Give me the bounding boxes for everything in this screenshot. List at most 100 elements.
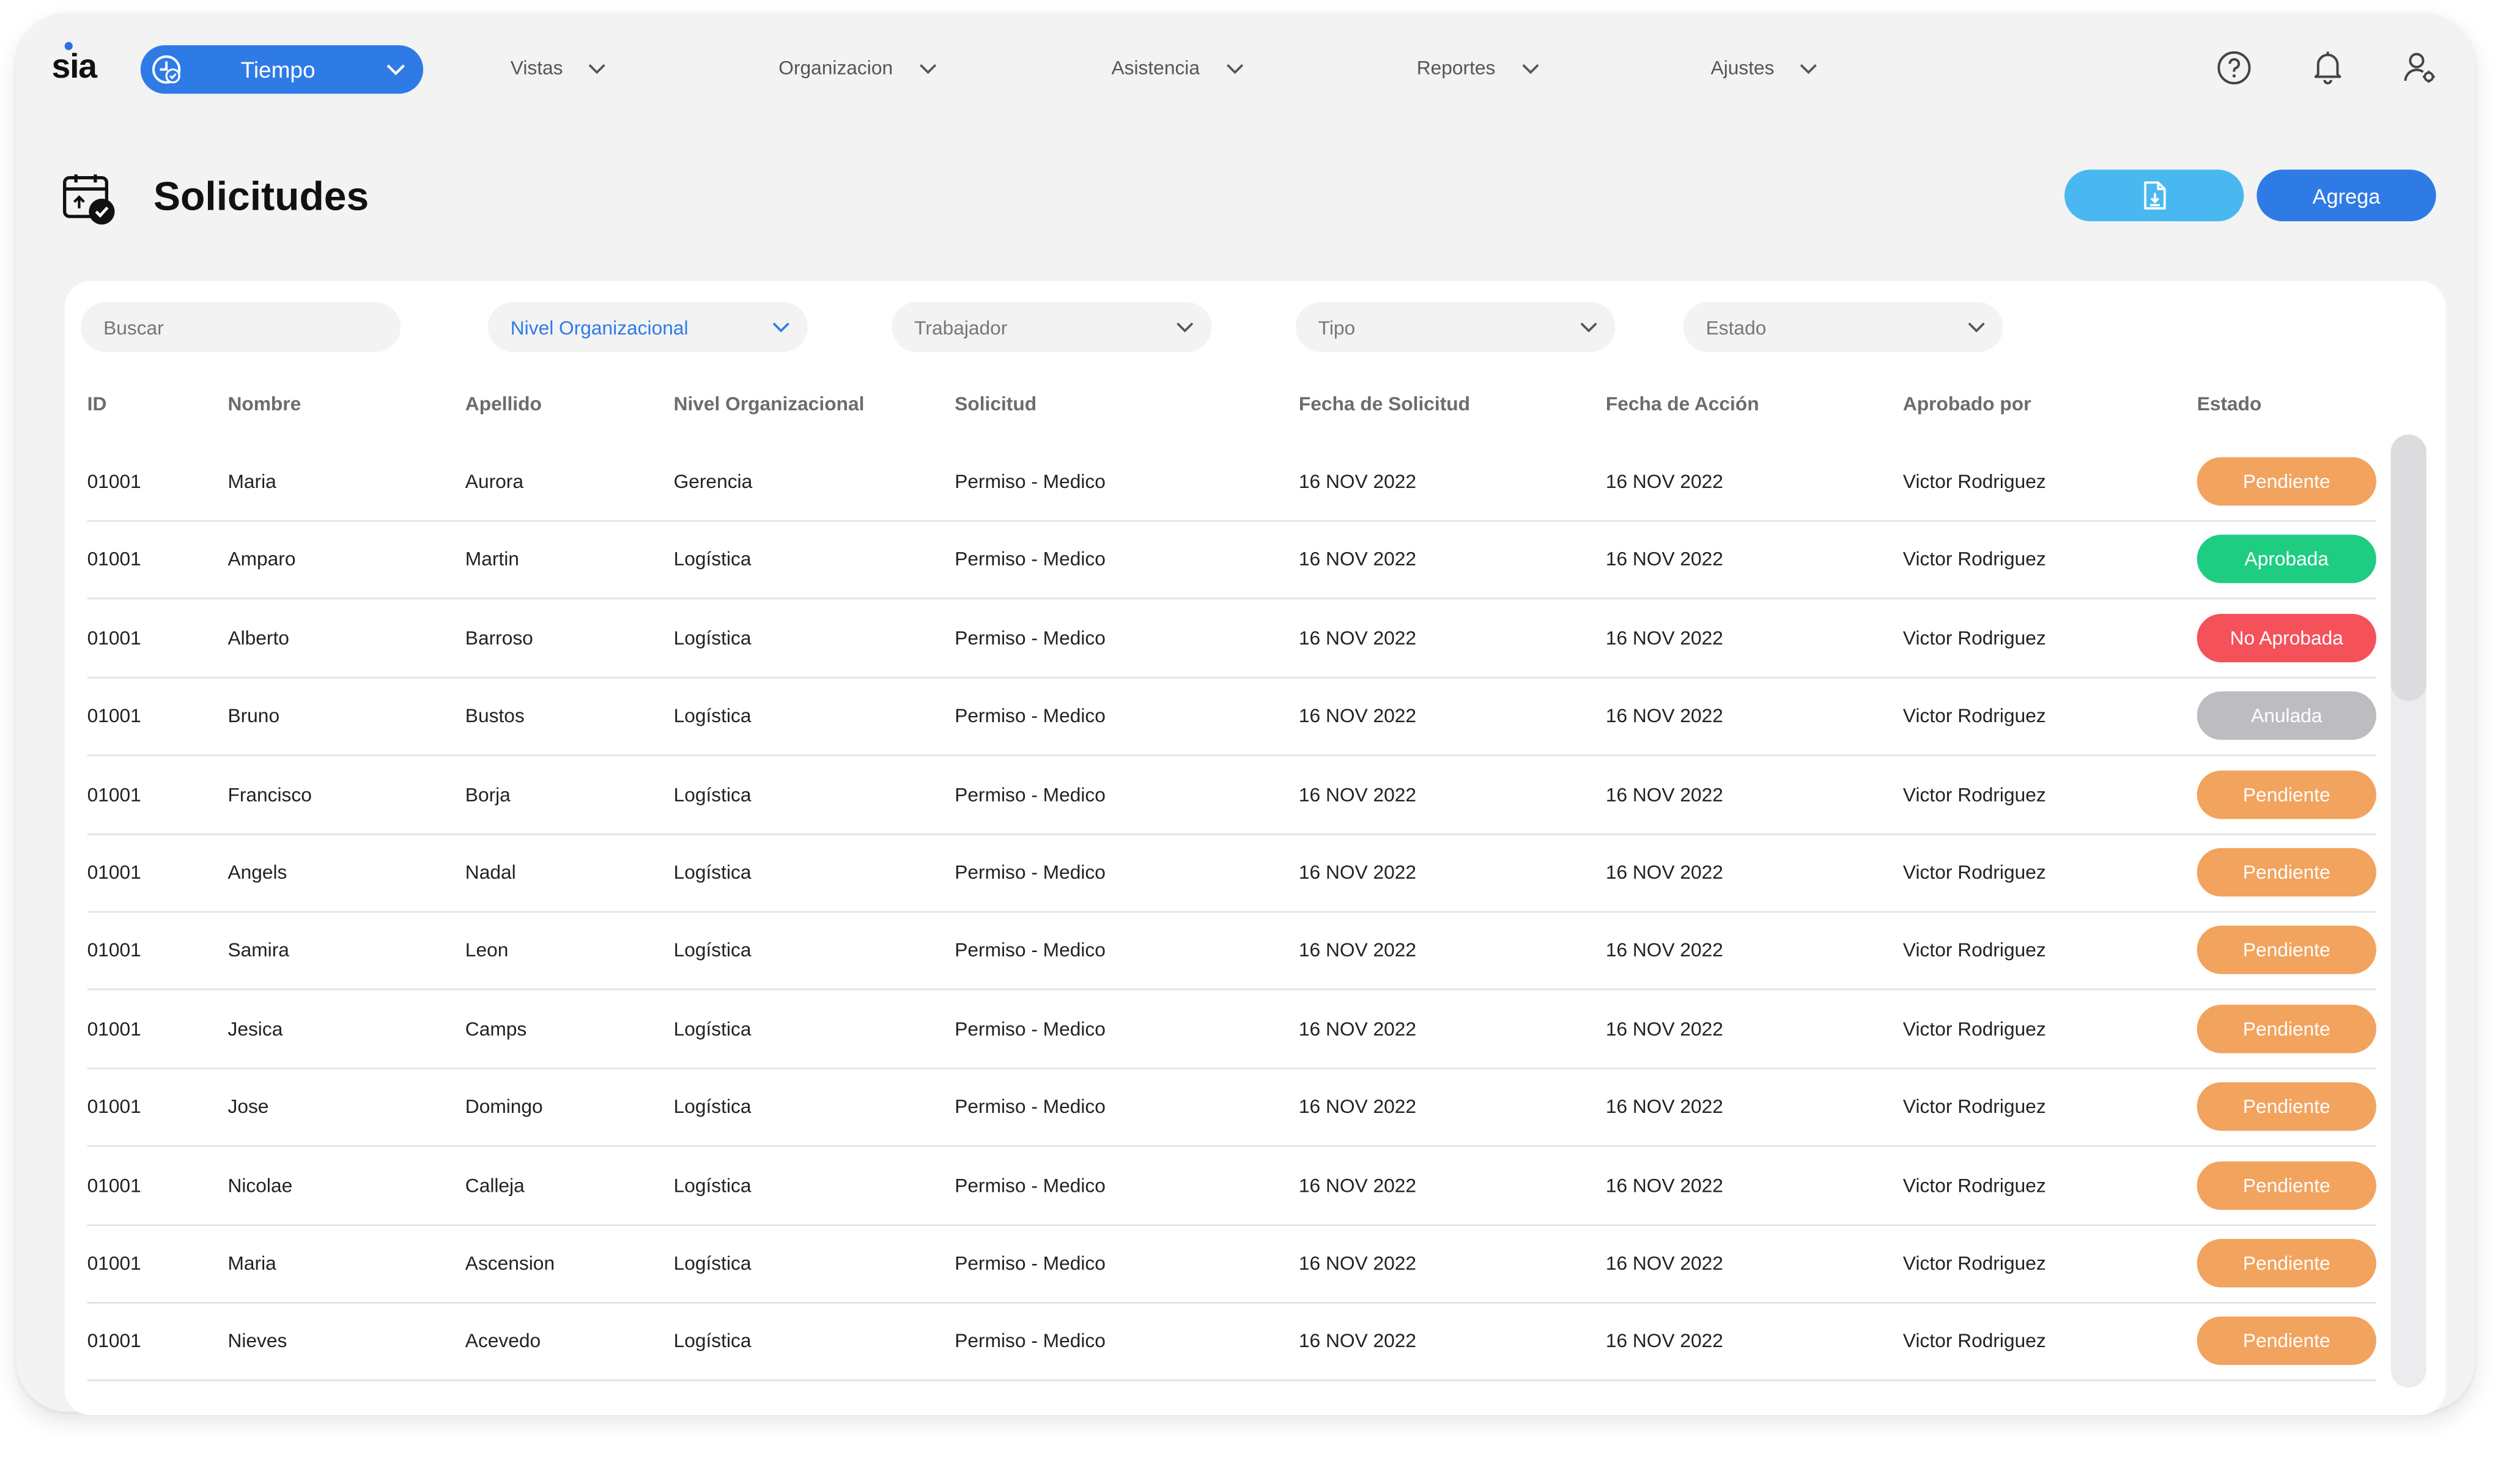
- chevron-down-icon: [386, 64, 405, 76]
- cell-solicitud: Permiso - Medico: [955, 626, 1106, 649]
- cell-nivel: Logística: [673, 1017, 752, 1040]
- filter-estado[interactable]: Estado: [1683, 301, 2003, 352]
- status-badge[interactable]: Anulada: [2197, 692, 2376, 741]
- cell-solicitud: Permiso - Medico: [955, 1330, 1106, 1353]
- cell-apellido: Bustos: [465, 704, 525, 728]
- cell-fecha-accion: 16 NOV 2022: [1605, 470, 1723, 493]
- nav-reportes-label: Reportes: [1416, 56, 1496, 79]
- column-header-nombre[interactable]: Nombre: [227, 392, 301, 415]
- cell-aprobado-por: Victor Rodriguez: [1902, 470, 2046, 493]
- status-badge[interactable]: Pendiente: [2197, 1004, 2376, 1053]
- cell-aprobado-por: Victor Rodriguez: [1902, 1252, 2046, 1275]
- cell-id: 01001: [87, 1173, 141, 1197]
- cell-solicitud: Permiso - Medico: [955, 548, 1106, 571]
- table-row[interactable]: 01001 Maria Aurora Gerencia Permiso - Medico…: [87, 443, 2376, 522]
- cell-fecha-solicitud: 16 NOV 2022: [1298, 1330, 1417, 1353]
- table-row[interactable]: 01001 Jesica Camps Logística Permiso - Medic…: [87, 990, 2376, 1069]
- status-badge[interactable]: No Aprobada: [2197, 613, 2376, 662]
- cell-solicitud: Permiso - Medico: [955, 704, 1106, 728]
- cell-apellido: Domingo: [465, 1095, 543, 1118]
- cell-nombre: Alberto: [227, 626, 289, 649]
- cell-fecha-accion: 16 NOV 2022: [1605, 626, 1723, 649]
- filter-trabajador-label: Trabajador: [914, 316, 1008, 339]
- cell-nivel: Logística: [673, 1095, 752, 1118]
- cell-fecha-solicitud: 16 NOV 2022: [1298, 548, 1417, 571]
- cell-fecha-solicitud: 16 NOV 2022: [1298, 939, 1417, 962]
- status-badge[interactable]: Aprobada: [2197, 535, 2376, 584]
- filter-nivel-label: Nivel Organizacional: [510, 316, 689, 339]
- module-selector[interactable]: Tiempo: [140, 45, 424, 94]
- filter-tipo[interactable]: Tipo: [1295, 301, 1616, 352]
- column-header-aprobado-por[interactable]: Aprobado por: [1902, 392, 2031, 415]
- help-circle-icon[interactable]: [2215, 48, 2253, 87]
- column-header-fecha-solicitud[interactable]: Fecha de Solicitud: [1298, 392, 1471, 415]
- filter-trabajador[interactable]: Trabajador: [892, 301, 1212, 352]
- cell-nombre: Bruno: [227, 704, 280, 728]
- column-header-fecha-accion[interactable]: Fecha de Acción: [1605, 392, 1759, 415]
- table-row[interactable]: 01001 Francisco Borja Logística Permiso - Me…: [87, 755, 2376, 835]
- app-window: sia Tiempo Vistas Organizacion Asistenci…: [16, 13, 2475, 1416]
- nav-asistencia-label: Asistencia: [1111, 56, 1200, 79]
- cell-aprobado-por: Victor Rodriguez: [1902, 783, 2046, 806]
- cell-id: 01001: [87, 626, 141, 649]
- cell-nombre: Maria: [227, 1252, 276, 1275]
- table-row[interactable]: 01001 Angels Nadal Logística Permiso - Medic…: [87, 833, 2376, 913]
- cell-aprobado-por: Victor Rodriguez: [1902, 1017, 2046, 1040]
- add-button[interactable]: Agrega: [2256, 169, 2436, 221]
- cell-aprobado-por: Victor Rodriguez: [1902, 1095, 2046, 1118]
- bell-icon[interactable]: [2308, 47, 2347, 86]
- chevron-down-icon: [772, 322, 789, 333]
- nav-vistas-label: Vistas: [510, 56, 563, 79]
- cell-fecha-accion: 16 NOV 2022: [1605, 861, 1723, 884]
- status-badge[interactable]: Pendiente: [2197, 1317, 2376, 1366]
- cell-aprobado-por: Victor Rodriguez: [1902, 626, 2046, 649]
- cell-apellido: Acevedo: [465, 1330, 541, 1353]
- chevron-down-icon: [919, 63, 936, 73]
- cell-id: 01001: [87, 1252, 141, 1275]
- filter-estado-label: Estado: [1705, 316, 1767, 339]
- nav-vistas[interactable]: Vistas: [511, 56, 608, 79]
- column-header-solicitud[interactable]: Solicitud: [955, 392, 1037, 415]
- nav-organizacion[interactable]: Organizacion: [778, 56, 938, 79]
- table-row[interactable]: 01001 Bruno Bustos Logística Permiso - Medic…: [87, 677, 2376, 756]
- table-row[interactable]: 01001 Nicolae Calleja Logística Permiso - Me…: [87, 1147, 2376, 1225]
- nav-asistencia[interactable]: Asistencia: [1111, 56, 1244, 79]
- nav-reportes[interactable]: Reportes: [1417, 56, 1541, 79]
- cell-nivel: Logística: [673, 1330, 752, 1353]
- cell-apellido: Camps: [465, 1017, 527, 1040]
- status-badge[interactable]: Pendiente: [2197, 1161, 2376, 1210]
- search-input[interactable]: [81, 301, 401, 352]
- column-header-nivel[interactable]: Nivel Organizacional: [673, 392, 865, 415]
- cell-nombre: Francisco: [227, 783, 312, 806]
- cell-apellido: Calleja: [465, 1173, 525, 1197]
- chevron-down-icon: [589, 63, 606, 73]
- table-row[interactable]: 01001 Amparo Martin Logística Permiso - Medi…: [87, 521, 2376, 600]
- scrollbar-thumb[interactable]: [2390, 434, 2426, 701]
- cell-aprobado-por: Victor Rodriguez: [1902, 548, 2046, 571]
- cell-nombre: Samira: [227, 939, 289, 962]
- table-row[interactable]: 01001 Nieves Acevedo Logística Permiso - Med…: [87, 1302, 2376, 1382]
- user-settings-icon[interactable]: [2401, 48, 2439, 87]
- filter-nivel-organizacional[interactable]: Nivel Organizacional: [487, 301, 808, 352]
- status-badge[interactable]: Pendiente: [2197, 1239, 2376, 1288]
- column-header-estado[interactable]: Estado: [2197, 392, 2262, 415]
- export-button[interactable]: [2064, 169, 2244, 221]
- status-badge[interactable]: Pendiente: [2197, 457, 2376, 506]
- status-badge[interactable]: Pendiente: [2197, 770, 2376, 819]
- status-badge[interactable]: Pendiente: [2197, 926, 2376, 975]
- cell-fecha-solicitud: 16 NOV 2022: [1298, 704, 1417, 728]
- clock-check-icon: [152, 55, 181, 84]
- table-row[interactable]: 01001 Jose Domingo Logística Permiso - Medic…: [87, 1068, 2376, 1148]
- table-row[interactable]: 01001 Maria Ascension Logística Permiso - Me…: [87, 1224, 2376, 1304]
- nav-ajustes[interactable]: Ajustes: [1711, 56, 1820, 79]
- cell-apellido: Nadal: [465, 861, 516, 884]
- cell-id: 01001: [87, 548, 141, 571]
- table-row[interactable]: 01001 Alberto Barroso Logística Permiso - Me…: [87, 599, 2376, 678]
- status-badge[interactable]: Pendiente: [2197, 1082, 2376, 1131]
- cell-fecha-accion: 16 NOV 2022: [1605, 1095, 1723, 1118]
- cell-fecha-solicitud: 16 NOV 2022: [1298, 470, 1417, 493]
- table-row[interactable]: 01001 Samira Leon Logística Permiso - Medico…: [87, 912, 2376, 991]
- status-badge[interactable]: Pendiente: [2197, 848, 2376, 897]
- column-header-id[interactable]: ID: [87, 392, 107, 415]
- column-header-apellido[interactable]: Apellido: [465, 392, 542, 415]
